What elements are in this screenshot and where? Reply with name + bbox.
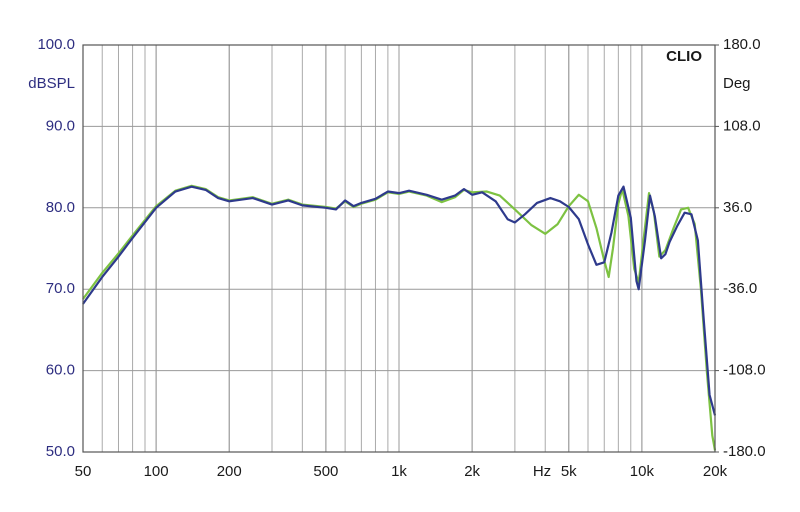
x-tick-label: 500	[313, 463, 338, 480]
x-tick-label: 10k	[630, 463, 655, 480]
y-tick-label: 70.0	[46, 280, 75, 297]
y2-tick-label: -108.0	[723, 362, 766, 379]
y2-tick-label: 180.0	[723, 36, 761, 53]
series-line	[82, 185, 717, 416]
y-tick-label: 80.0	[46, 199, 75, 216]
x-tick-label: 5k	[561, 463, 577, 480]
y-axis-label: dBSPL	[28, 75, 75, 92]
y2-tick-label: -180.0	[723, 443, 766, 460]
lines	[82, 184, 717, 451]
plot-frame	[82, 44, 716, 453]
x-tick-label: 100	[144, 463, 169, 480]
y-tick-label: 60.0	[46, 362, 75, 379]
y-tick-label: 100.0	[37, 36, 75, 53]
y2-tick-label: 108.0	[723, 117, 761, 134]
x-tick-label: 200	[217, 463, 242, 480]
y-tick-label: 50.0	[46, 443, 75, 460]
x-tick-label: 2k	[464, 463, 480, 480]
y2-tick-label: -36.0	[723, 280, 757, 297]
x-tick-label: 50	[75, 463, 92, 480]
x-tick-label: 1k	[391, 463, 407, 480]
y2-axis-label: Deg	[723, 75, 751, 92]
annotation: CLIO	[666, 48, 702, 65]
x-axis-label: Hz	[533, 463, 551, 480]
x-tick-label: 20k	[703, 463, 728, 480]
y2-tick-label: 36.0	[723, 199, 752, 216]
y-tick-label: 90.0	[46, 117, 75, 134]
